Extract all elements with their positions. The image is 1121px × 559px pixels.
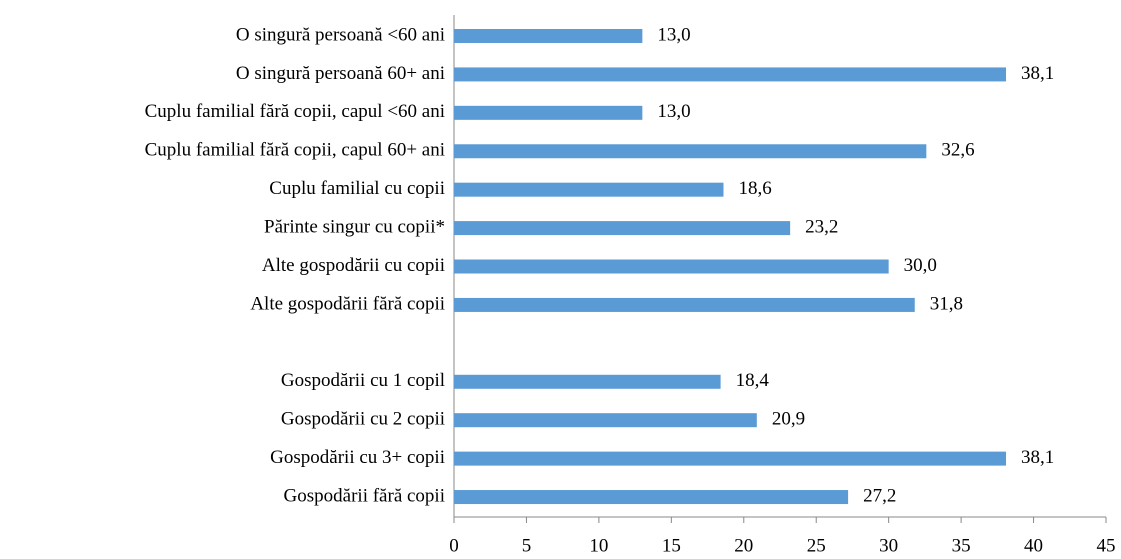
value-label: 13,0 — [657, 24, 690, 45]
y-tick-label: Gospodării cu 2 copii — [281, 409, 445, 430]
value-label: 30,0 — [904, 255, 937, 276]
y-tick-label: Cuplu familial fără copii, capul 60+ ani — [145, 140, 445, 161]
bar — [454, 451, 1007, 466]
bar — [454, 221, 791, 236]
x-tick-label: 0 — [449, 535, 459, 556]
x-tick-label: 40 — [1024, 535, 1043, 556]
y-tick-label: Gospodării fără copii — [284, 485, 445, 506]
bar — [454, 182, 724, 197]
bar — [454, 297, 915, 312]
value-label: 32,6 — [941, 140, 974, 161]
y-tick-label: Gospodării cu 1 copil — [281, 370, 445, 391]
x-tick-label: 30 — [879, 535, 898, 556]
y-tick-label: Părinte singur cu copii* — [264, 216, 445, 237]
x-tick-label: 15 — [662, 535, 681, 556]
bar — [454, 67, 1007, 82]
y-tick-label: O singură persoană 60+ ani — [236, 63, 445, 84]
y-tick-label: Alte gospodării cu copii — [262, 255, 445, 276]
value-label: 38,1 — [1021, 63, 1054, 84]
y-tick-label: O singură persoană <60 ani — [236, 24, 445, 45]
x-tick-label: 10 — [589, 535, 608, 556]
x-tick-label: 45 — [1097, 535, 1116, 556]
x-tick-label: 20 — [734, 535, 753, 556]
value-label: 23,2 — [805, 216, 838, 237]
y-tick-label: Alte gospodării fără copii — [250, 293, 445, 314]
value-label: 13,0 — [657, 101, 690, 122]
bar — [454, 413, 757, 428]
value-label: 18,4 — [736, 370, 770, 391]
value-label: 18,6 — [738, 178, 771, 199]
bar — [454, 29, 643, 43]
bar — [454, 144, 927, 159]
x-tick-label: 25 — [807, 535, 826, 556]
y-tick-label: Cuplu familial cu copii — [269, 178, 445, 199]
x-tick-label: 35 — [952, 535, 971, 556]
value-label: 31,8 — [930, 293, 963, 314]
bar — [454, 490, 849, 505]
bar — [454, 374, 721, 389]
value-label: 38,1 — [1021, 447, 1054, 468]
value-label: 20,9 — [772, 409, 805, 430]
value-label: 27,2 — [863, 485, 896, 506]
y-tick-label: Gospodării cu 3+ copii — [270, 447, 445, 468]
y-tick-label: Cuplu familial fără copii, capul <60 ani — [145, 101, 445, 122]
x-tick-label: 5 — [522, 535, 532, 556]
bar — [454, 105, 643, 120]
bar — [454, 259, 889, 274]
